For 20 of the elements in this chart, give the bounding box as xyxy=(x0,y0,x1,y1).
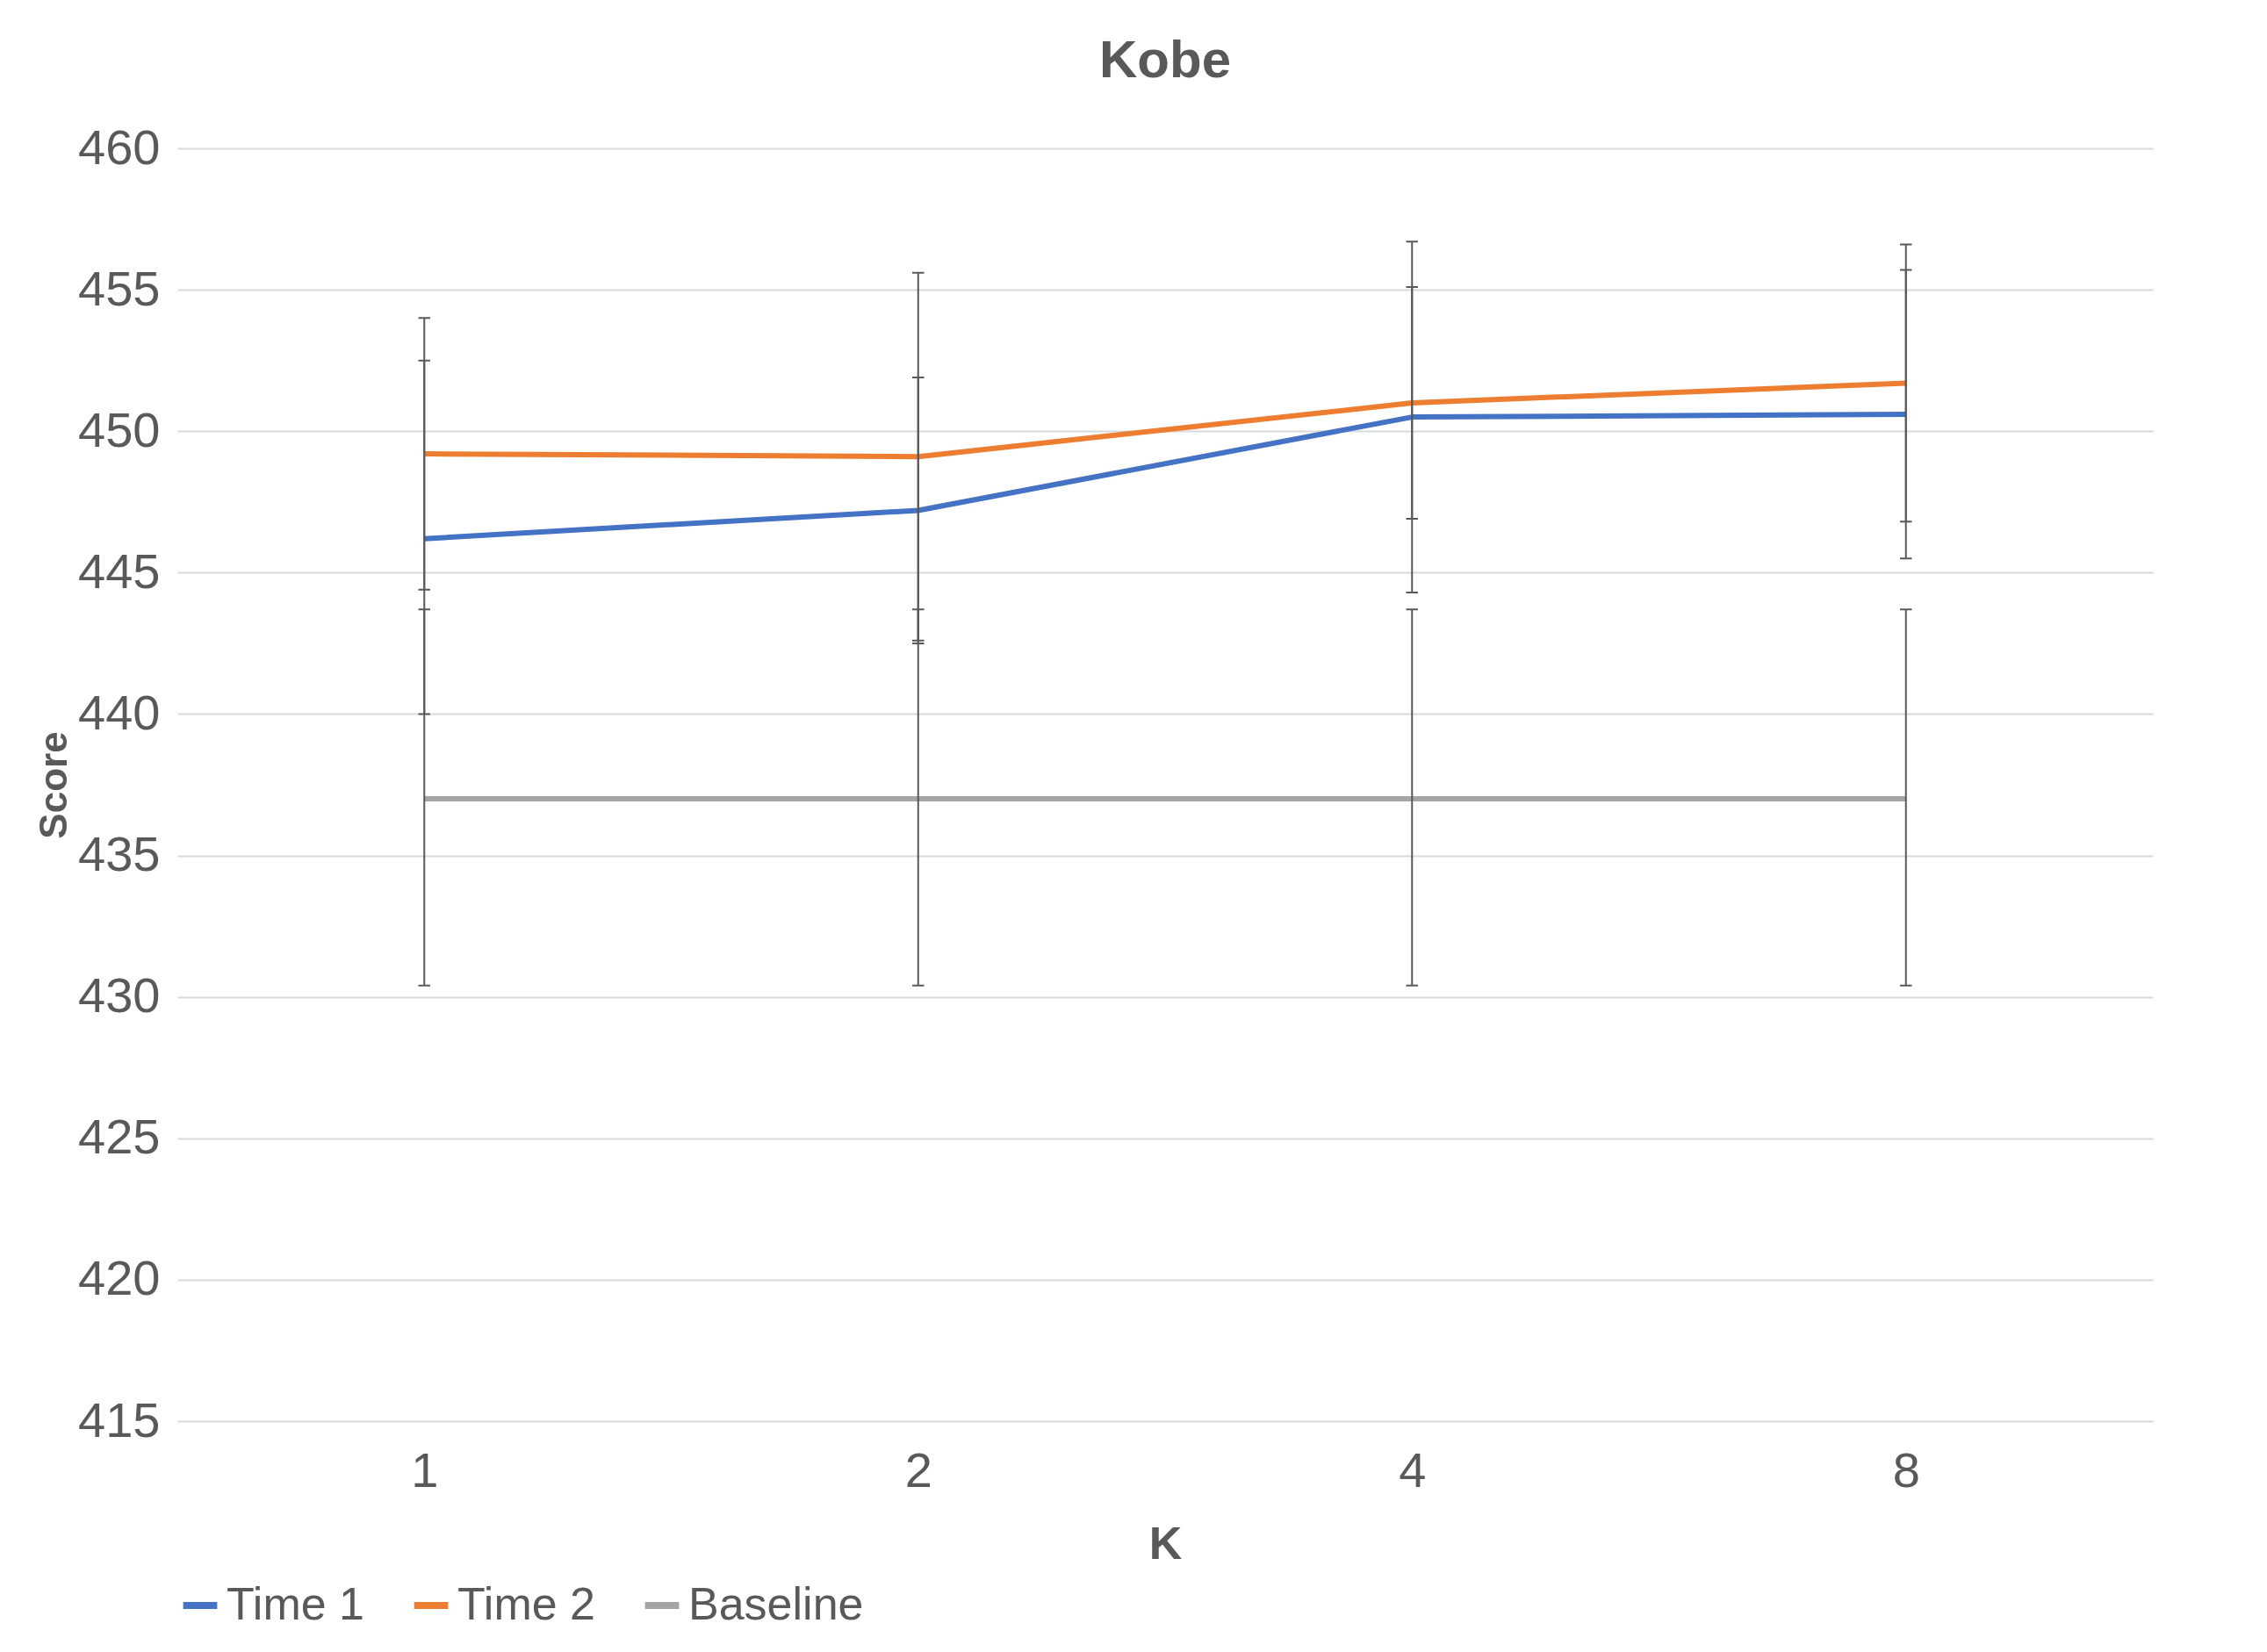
y-tick-label: 460 xyxy=(78,119,161,175)
x-tick-label: 4 xyxy=(1399,1441,1427,1498)
legend-label: Time 1 xyxy=(227,1578,364,1629)
legend-label: Time 2 xyxy=(457,1578,595,1629)
x-tick-label: 1 xyxy=(411,1441,439,1498)
y-tick-label: 420 xyxy=(78,1250,161,1306)
y-tick-label: 440 xyxy=(78,684,161,740)
y-tick-label: 415 xyxy=(78,1391,161,1447)
y-axis-title: Score xyxy=(32,731,76,839)
x-tick-label: 8 xyxy=(1892,1441,1920,1498)
y-tick-label: 450 xyxy=(78,401,161,457)
y-tick-label: 455 xyxy=(78,260,161,316)
legend-label: Baseline xyxy=(688,1578,864,1629)
x-tick-label: 2 xyxy=(904,1441,932,1498)
y-tick-label: 425 xyxy=(78,1109,161,1165)
y-tick-label: 435 xyxy=(78,826,161,882)
y-tick-label: 430 xyxy=(78,967,161,1024)
y-tick-label: 445 xyxy=(78,542,161,599)
chart-title: Kobe xyxy=(1099,30,1231,89)
x-axis-title: K xyxy=(1148,1517,1183,1569)
